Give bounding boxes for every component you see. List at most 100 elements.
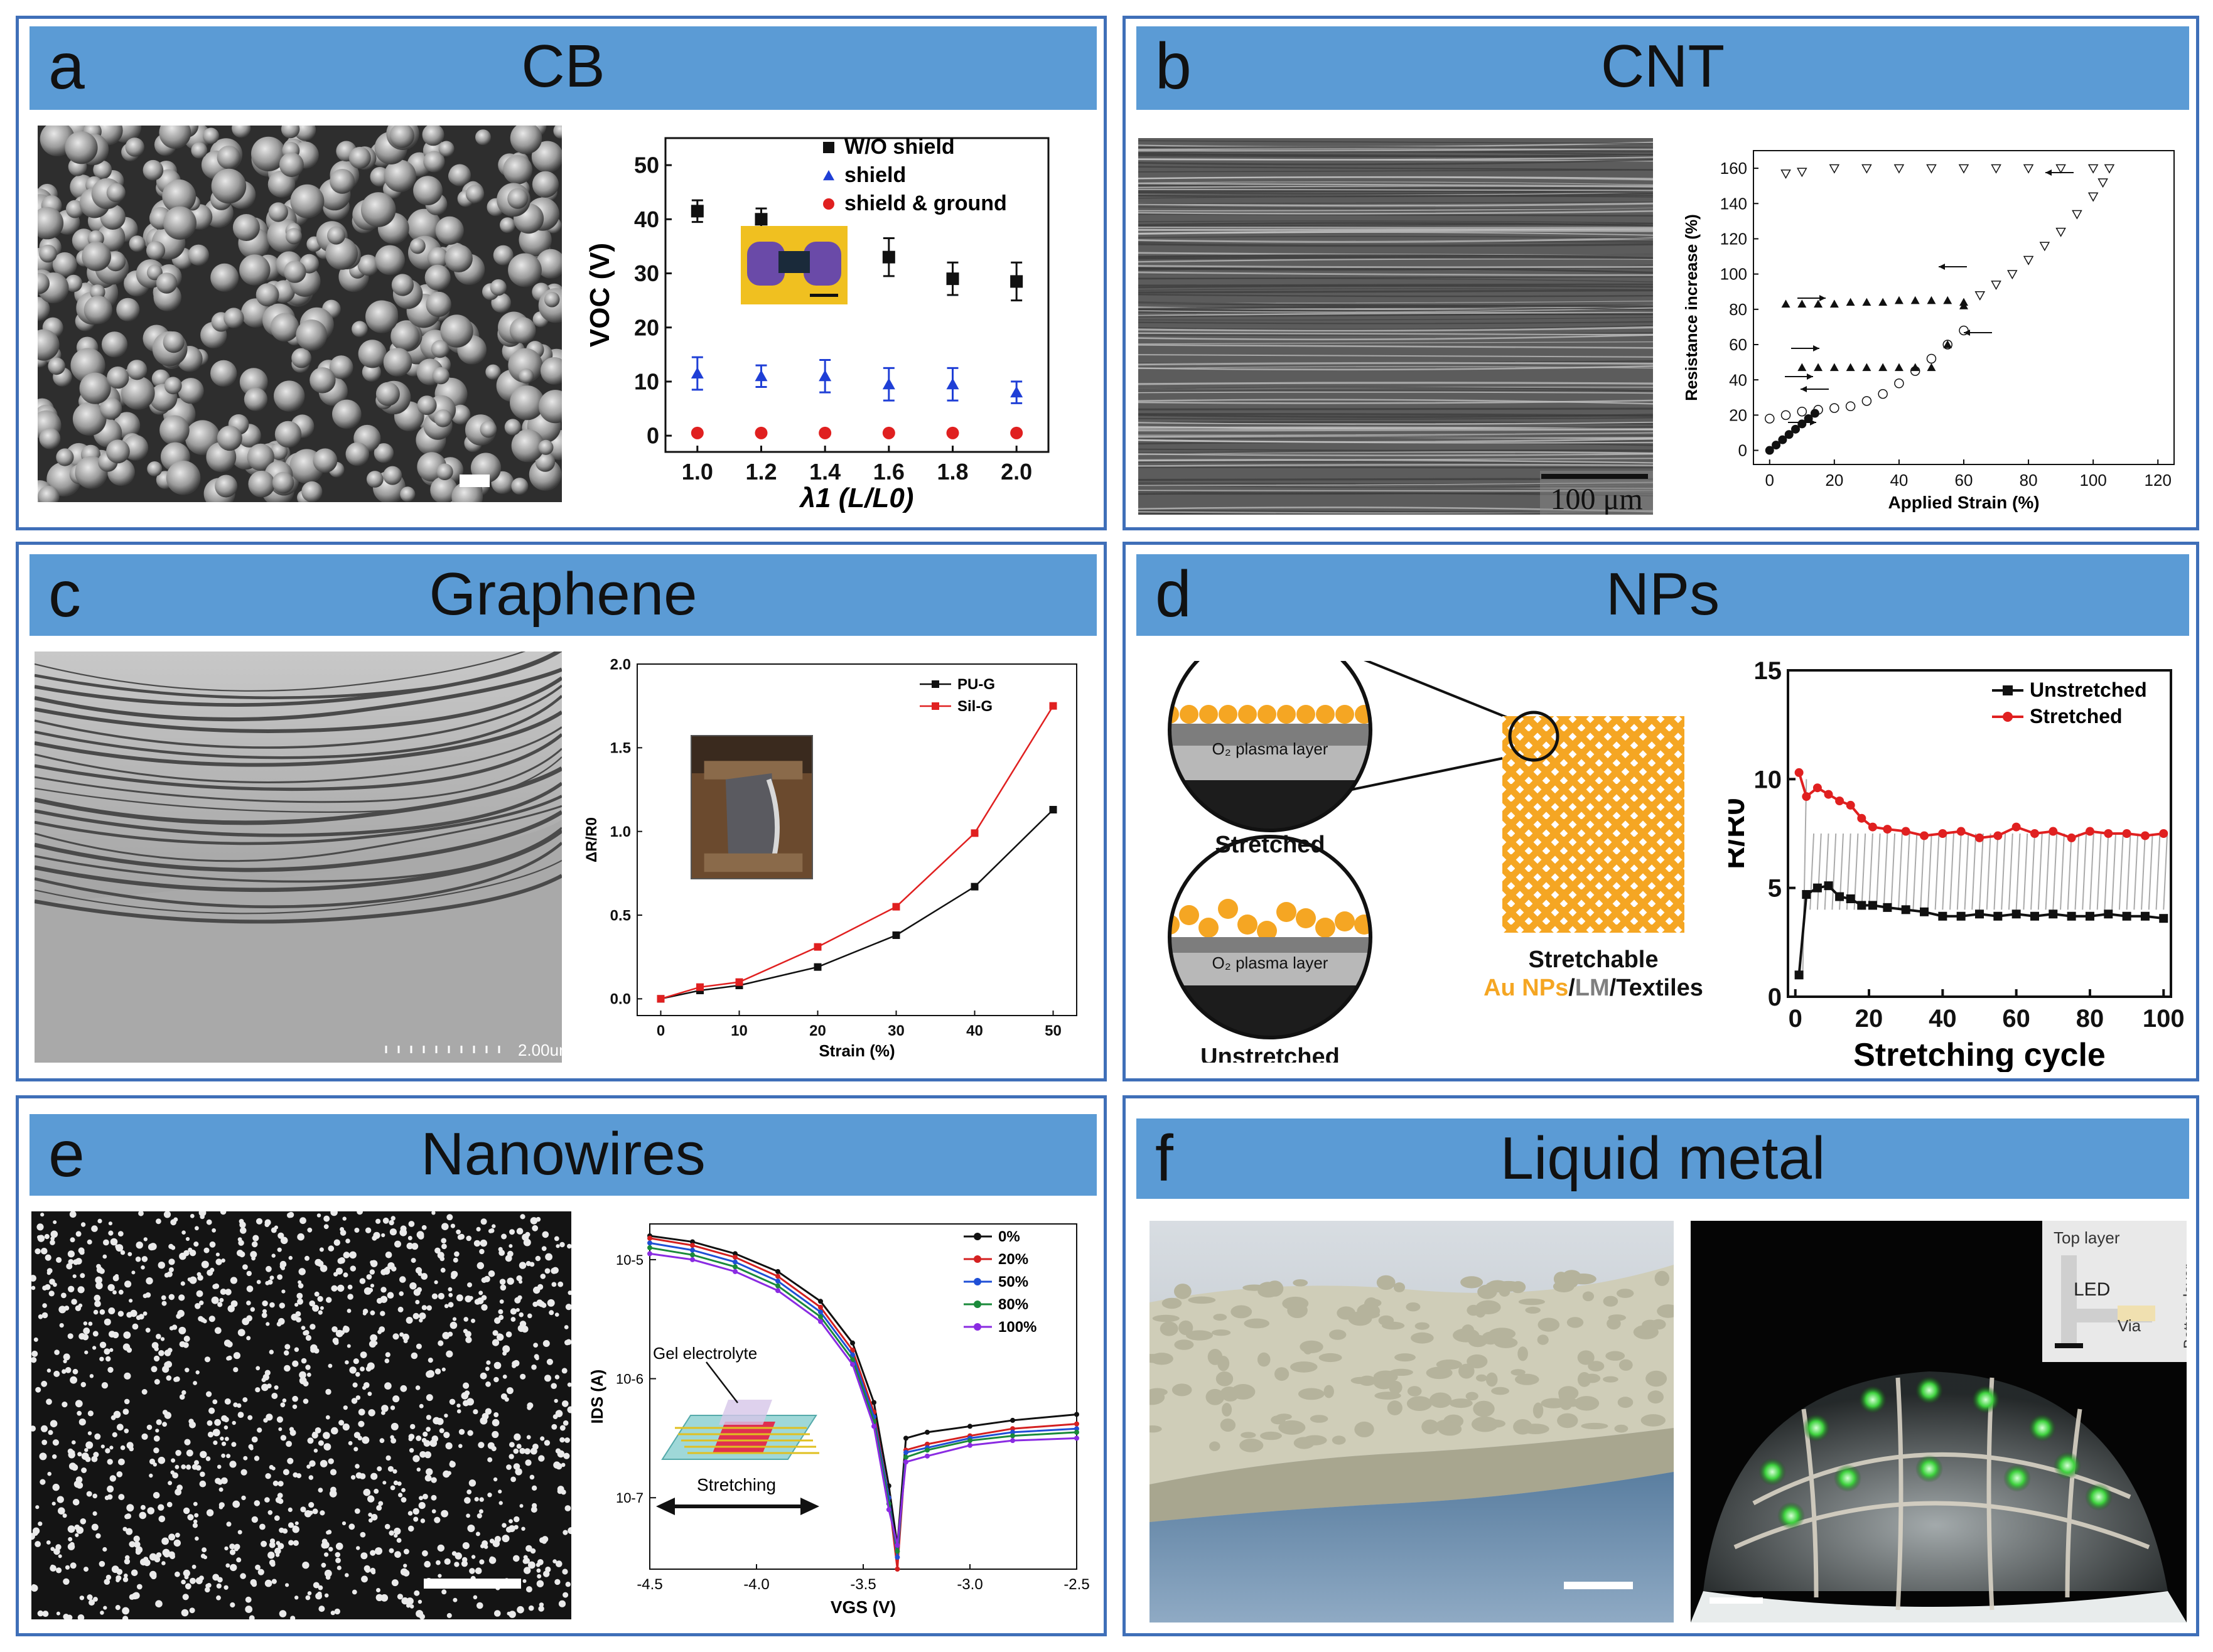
carbon-particle <box>539 390 562 424</box>
cycle-line <box>2111 833 2117 910</box>
nanowire-dot <box>377 1466 382 1472</box>
nanowire-dot <box>390 1435 394 1440</box>
nanowire-dot <box>221 1441 227 1446</box>
data-point <box>1797 168 1807 178</box>
nanowire-dot <box>193 1381 197 1385</box>
nanowire-dot <box>483 1545 488 1549</box>
nanowire-dot <box>118 1458 125 1466</box>
lm-grain <box>1414 1322 1430 1330</box>
nanowire-dot <box>351 1398 358 1404</box>
nanowire-dot <box>115 1605 121 1611</box>
nanowire-dot <box>406 1242 414 1250</box>
nanowire-dot <box>519 1262 527 1269</box>
cnt-fiber <box>1138 417 1653 420</box>
green-led <box>1802 1414 1830 1442</box>
nanowire-dot <box>35 1541 41 1547</box>
nanowire-dot <box>200 1451 207 1458</box>
nanowire-dot <box>446 1612 452 1618</box>
nanowire-dot <box>277 1247 282 1252</box>
nanowire-dot <box>544 1268 551 1274</box>
cnt-fiber <box>1138 326 1653 332</box>
carbon-particle <box>82 242 111 271</box>
nanowire-dot <box>524 1567 531 1574</box>
nanowire-dot <box>109 1475 116 1482</box>
nanowire-dot <box>473 1595 478 1600</box>
nanowire-dot <box>342 1423 350 1431</box>
nanowire-dot <box>168 1258 175 1265</box>
graphene-layer <box>35 652 526 692</box>
nanowire-dot <box>294 1347 299 1352</box>
nanowire-dot <box>237 1530 242 1535</box>
legend-marker <box>2003 685 2013 695</box>
data-point <box>818 1309 823 1315</box>
panel-a: a CB 1.0 1.2 1.4 1.6 1.8 2.0 0 10 20 30 40 50 λ1 (L/… <box>16 16 1107 530</box>
nanowire-dot <box>525 1459 532 1466</box>
nanowire-dot <box>236 1557 242 1563</box>
y-tick-label: 0.5 <box>610 907 631 924</box>
carbon-particle <box>286 228 302 245</box>
data-point <box>1846 894 1855 903</box>
nanowire-dot <box>554 1579 561 1585</box>
graphene-layer <box>35 711 562 767</box>
nanowire-dot <box>220 1477 228 1484</box>
nanowire-dot <box>355 1395 361 1400</box>
nanowire-dot <box>229 1461 237 1468</box>
nanowire-dot <box>309 1300 316 1307</box>
nanowire-dot <box>541 1246 547 1252</box>
slash-2: / <box>1609 975 1617 1001</box>
x-tick-label: 0 <box>1765 471 1774 490</box>
carbon-particle <box>163 331 185 353</box>
carbon-particle <box>107 366 129 389</box>
cnt-fiber <box>1138 390 1653 392</box>
nanowire-dot <box>390 1437 397 1444</box>
nanowire-dot <box>308 1475 314 1480</box>
nanowire-dot <box>112 1331 119 1339</box>
data-point <box>1959 298 1968 306</box>
nanowire-dot <box>282 1398 287 1403</box>
au-nanoparticle <box>1296 705 1315 724</box>
nanowire-dot <box>559 1437 565 1443</box>
data-point <box>818 1314 823 1319</box>
nanowire-dot <box>431 1494 437 1501</box>
nanowire-dot <box>401 1497 407 1503</box>
nanowire-dot <box>413 1289 421 1296</box>
nanowire-dot <box>546 1358 554 1365</box>
nanowire-dot <box>421 1273 428 1280</box>
nanowire-dot <box>54 1349 60 1355</box>
nanowire-dot <box>557 1450 565 1458</box>
nanowire-dot <box>70 1237 75 1243</box>
nanowire-dot <box>487 1493 492 1498</box>
gel-electrolyte-label: Gel electrolyte <box>653 1344 757 1363</box>
y-tick-label: 1.0 <box>610 823 631 840</box>
data-point <box>1074 1429 1079 1435</box>
nanowire-dot <box>441 1510 448 1518</box>
nanowire-dot <box>437 1544 444 1552</box>
cnt-fiber <box>1138 321 1653 324</box>
nanowire-dot <box>284 1344 291 1350</box>
nanowire-dot <box>416 1435 422 1441</box>
carbon-particle <box>215 475 238 498</box>
nanowire-dot <box>465 1336 472 1343</box>
nanowire-dot <box>396 1538 402 1543</box>
data-point <box>2030 829 2039 838</box>
data-point <box>1942 340 1952 350</box>
panel-d-title: NPs <box>1605 560 1720 628</box>
lm-grain <box>1373 1374 1394 1390</box>
nanowire-dot <box>271 1393 278 1399</box>
nanowire-dot <box>229 1549 236 1555</box>
nanowire-dot <box>477 1513 482 1519</box>
nanowire-dot <box>343 1405 348 1410</box>
nanowire-dot <box>126 1312 132 1318</box>
nanowire-dot <box>194 1513 199 1518</box>
nanowire-dot <box>220 1436 224 1441</box>
panel-f-title: Liquid metal <box>1500 1125 1826 1192</box>
carbon-particle <box>268 202 288 222</box>
chart-d: 0 20 40 60 80 100 0 5 10 15 Stretching cycle R/R0 Un… <box>1728 645 2193 1072</box>
carbon-particle <box>465 185 485 203</box>
data-point <box>2159 914 2168 923</box>
nanowire-dot <box>347 1344 351 1348</box>
data-point <box>1958 164 1969 174</box>
data-point <box>2140 831 2150 840</box>
green-led <box>2028 1414 2056 1442</box>
nanowire-dot <box>400 1385 407 1392</box>
